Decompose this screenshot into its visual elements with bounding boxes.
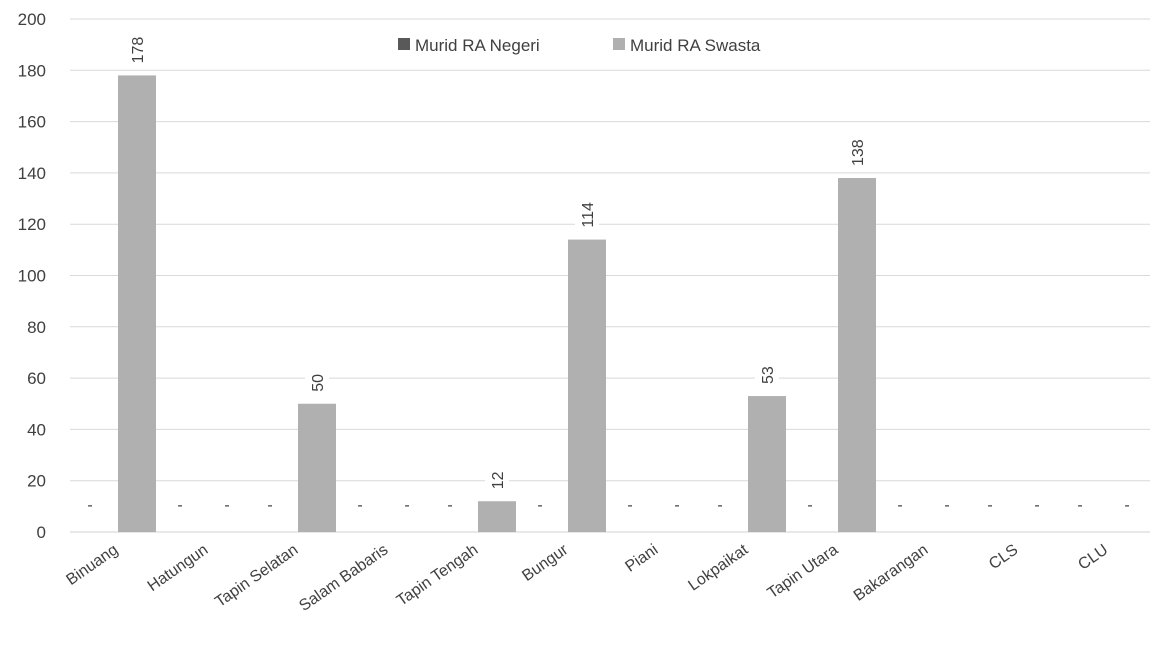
x-tick-label: Tapin Tengah [394, 541, 481, 609]
data-label-bg [575, 185, 599, 230]
data-label-swasta: - [404, 497, 409, 514]
data-label-negeri: - [807, 497, 812, 514]
x-tick-label: Bakarangan [851, 541, 931, 604]
y-tick-label: 160 [18, 113, 46, 132]
bar-swasta [748, 396, 786, 532]
legend-swatch-negeri [398, 38, 410, 50]
bars [118, 75, 876, 533]
data-label-negeri: - [897, 497, 902, 514]
data-label-negeri: - [627, 497, 632, 514]
data-label-bg [755, 342, 779, 387]
data-label-negeri: - [87, 497, 92, 514]
y-tick-label: 60 [27, 369, 46, 388]
data-label-negeri: - [987, 497, 992, 514]
data-label-negeri: - [447, 497, 452, 514]
y-tick-label: 200 [18, 10, 46, 29]
y-tick-label: 80 [27, 318, 46, 337]
y-axis: 0 20 40 60 80 100 120 140 160 180 200 [18, 10, 46, 542]
x-tick-label: Piani [622, 541, 661, 575]
x-tick-label: Bungur [519, 541, 572, 585]
data-label-swasta: - [1124, 497, 1129, 514]
bar-swasta [838, 178, 876, 532]
data-label-bg [845, 124, 869, 169]
x-tick-label: Salam Babaris [296, 541, 391, 615]
data-label-swasta: - [674, 497, 679, 514]
data-label-swasta: 138 [850, 139, 867, 166]
data-label-negeri: - [267, 497, 272, 514]
gridlines [70, 18, 1150, 533]
y-tick-label: 0 [37, 523, 46, 542]
data-label-negeri: - [717, 497, 722, 514]
data-label-swasta: 12 [490, 471, 507, 489]
data-label-swasta: - [1034, 497, 1039, 514]
bar-swasta [118, 75, 156, 533]
data-label-negeri: - [357, 497, 362, 514]
data-label-negeri: - [537, 497, 542, 514]
x-tick-label: Tapin Selatan [212, 541, 301, 611]
data-label-swasta: - [224, 497, 229, 514]
bar-swasta [478, 501, 516, 532]
data-label-bg [485, 447, 509, 492]
data-label-negeri: - [1077, 497, 1082, 514]
bar-swasta [568, 239, 606, 532]
data-label-swasta: 178 [130, 37, 147, 64]
x-tick-label: Tapin Utara [765, 541, 842, 602]
y-tick-label: 20 [27, 472, 46, 491]
data-label-negeri: - [177, 497, 182, 514]
x-tick-label: Hatungun [145, 541, 212, 595]
x-tick-label: CLS [986, 541, 1021, 573]
data-label-swasta: - [944, 497, 949, 514]
legend-swatch-swasta [613, 38, 625, 50]
data-label-swasta: 53 [760, 366, 777, 384]
data-label-swasta: 50 [310, 374, 327, 392]
y-tick-label: 100 [18, 267, 46, 286]
data-label-bg [125, 21, 149, 66]
x-tick-label: Lokpaikat [685, 541, 751, 595]
data-label-swasta: 114 [580, 202, 597, 228]
x-tick-label: Binuang [63, 541, 121, 589]
legend-label-swasta: Murid RA Swasta [630, 36, 761, 55]
y-tick-label: 140 [18, 164, 46, 183]
y-tick-label: 120 [18, 215, 46, 234]
y-tick-label: 40 [27, 420, 46, 439]
legend-label-negeri: Murid RA Negeri [415, 36, 540, 55]
y-tick-label: 180 [18, 61, 46, 80]
data-labels: - 178 - - - 50 - - - 12 - 114 - - - 53 - 138 - - - - - - [87, 21, 1130, 514]
data-label-bg [305, 349, 329, 394]
x-tick-label: CLU [1075, 541, 1111, 573]
bar-swasta [298, 403, 336, 532]
legend: Murid RA Negeri Murid RA Swasta [398, 36, 761, 55]
